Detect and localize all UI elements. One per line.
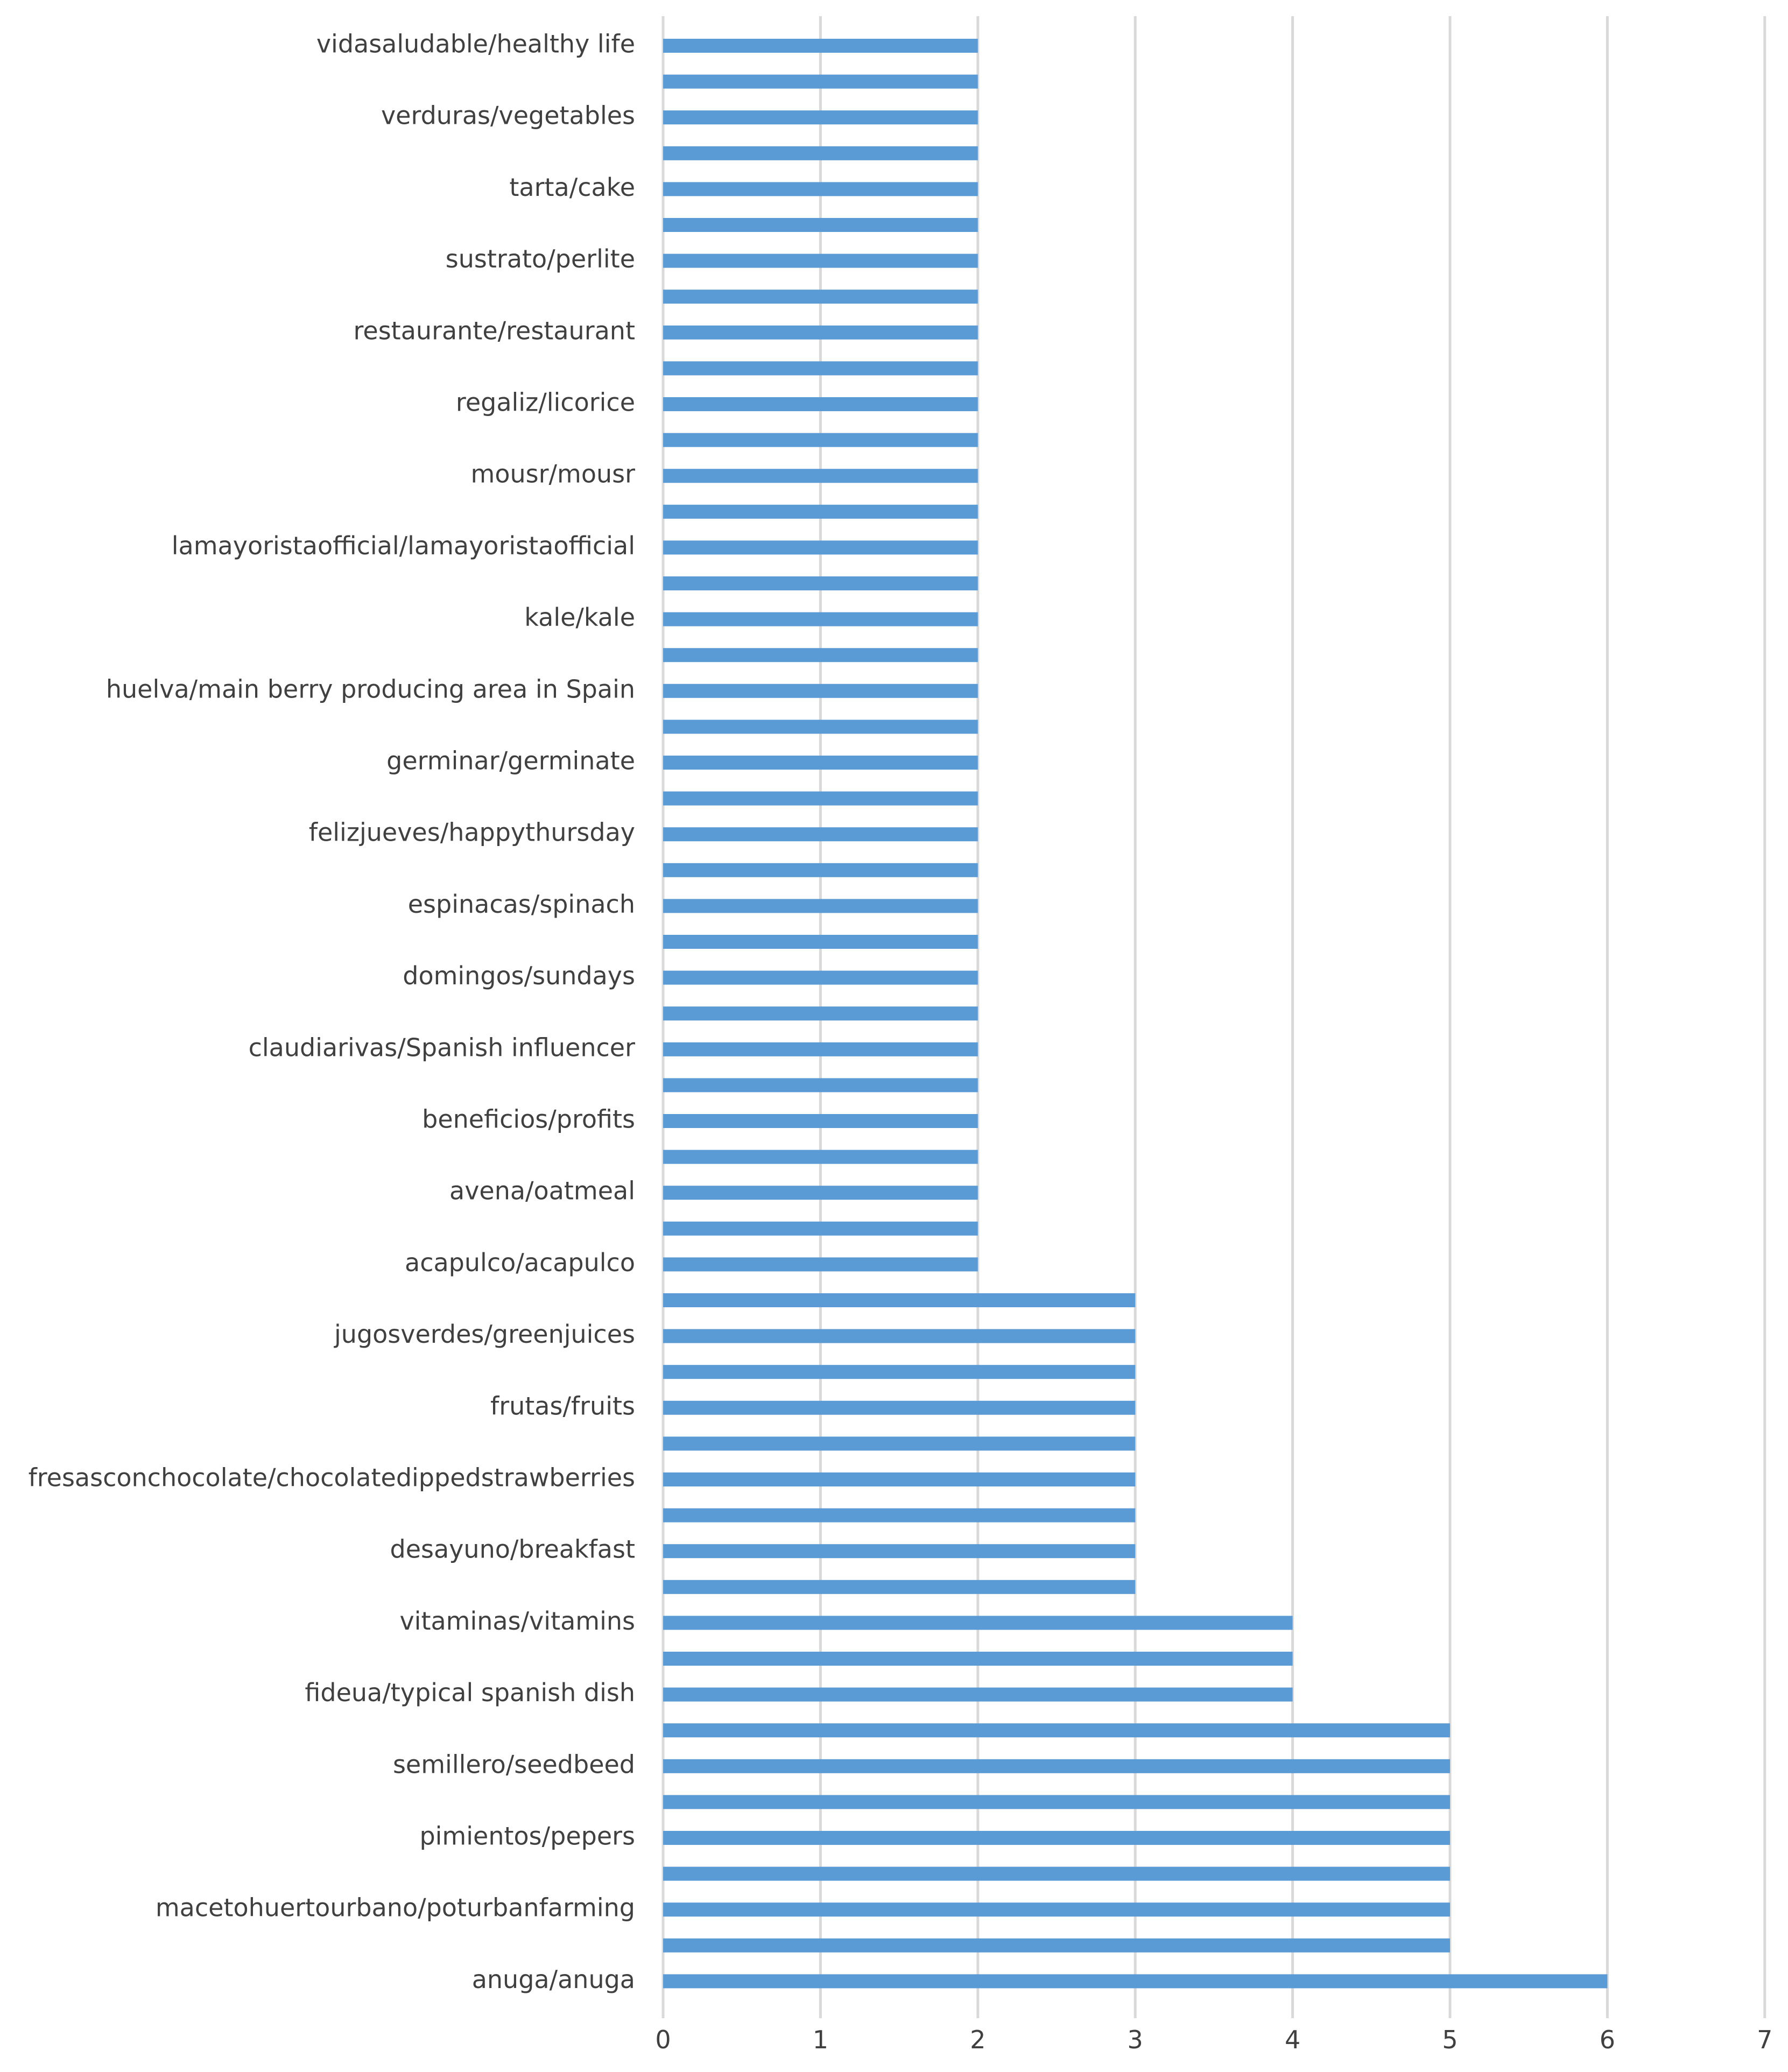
category-label: lamayoristaofficial/lamayoristaofficial xyxy=(172,531,635,560)
bar xyxy=(663,1329,1136,1343)
category-labels: vidasaludable/healthy life verduras/veget… xyxy=(29,30,636,1994)
bars xyxy=(663,39,1608,1989)
bar xyxy=(663,1293,1136,1307)
bar xyxy=(663,1508,1136,1523)
bar xyxy=(663,1938,1450,1953)
x-tick-label: 0 xyxy=(655,2025,671,2054)
bar xyxy=(663,1580,1136,1594)
bar xyxy=(663,1400,1136,1415)
category-label: espinacas/spinach xyxy=(408,890,635,919)
category-label: regaliz/licorice xyxy=(456,388,635,417)
bar xyxy=(663,290,978,304)
x-tick-label: 5 xyxy=(1442,2025,1458,2054)
category-label: beneficios/profits xyxy=(422,1105,635,1134)
bar xyxy=(663,1902,1450,1917)
category-label: avena/oatmeal xyxy=(449,1176,635,1206)
category-label: vitaminas/vitamins xyxy=(399,1606,635,1636)
bar xyxy=(663,182,978,196)
bar xyxy=(663,1974,1608,1989)
category-label: domingos/sundays xyxy=(403,961,635,990)
bar xyxy=(663,791,978,806)
bar xyxy=(663,1257,978,1272)
x-tick-label: 1 xyxy=(813,2025,828,2054)
bar xyxy=(663,39,978,53)
bar xyxy=(663,576,978,590)
bar xyxy=(663,1687,1293,1702)
x-axis-tick-labels: 0 1 2 3 4 5 6 7 xyxy=(655,2025,1772,2054)
category-label: huelva/main berry producing area in Spai… xyxy=(106,674,635,703)
bar xyxy=(663,970,978,985)
bar xyxy=(663,146,978,160)
bar xyxy=(663,863,978,877)
bar xyxy=(663,1616,1293,1630)
bar xyxy=(663,1866,1450,1881)
category-label: claudiarivas/Spanish influencer xyxy=(249,1033,636,1062)
bar xyxy=(663,1795,1450,1809)
bar xyxy=(663,1078,978,1093)
x-tick-label: 7 xyxy=(1757,2025,1772,2054)
category-label: semillero/seedbeed xyxy=(393,1750,635,1779)
category-label: kale/kale xyxy=(524,603,635,632)
bar xyxy=(663,1723,1450,1738)
category-label: macetohuertourbano/poturbanfarming xyxy=(156,1893,635,1922)
bar xyxy=(663,899,978,913)
bar xyxy=(663,110,978,125)
bar xyxy=(663,469,978,483)
x-tick-label: 3 xyxy=(1128,2025,1143,2054)
category-label: pimientos/pepers xyxy=(419,1822,635,1851)
bar xyxy=(663,1759,1450,1773)
category-label: desayuno/breakfast xyxy=(390,1535,635,1564)
category-label: verduras/vegetables xyxy=(381,101,635,130)
category-label: germinar/germinate xyxy=(386,746,635,776)
category-label: felizjueves/happythursday xyxy=(309,818,635,847)
category-label: tarta/cake xyxy=(509,173,635,202)
bar xyxy=(663,1365,1136,1379)
bar xyxy=(663,1186,978,1200)
x-tick-label: 2 xyxy=(970,2025,985,2054)
bar xyxy=(663,1544,1136,1559)
category-label: mousr/mousr xyxy=(471,460,636,489)
bar xyxy=(663,1652,1293,1666)
bar xyxy=(663,612,978,626)
bar xyxy=(663,1831,1450,1845)
bar xyxy=(663,1436,1136,1451)
category-label: fresasconchocolate/chocolatedippedstrawb… xyxy=(29,1463,635,1492)
bar xyxy=(663,1114,978,1128)
category-label: anuga/anuga xyxy=(472,1965,635,1994)
category-label: acapulco/acapulco xyxy=(405,1248,635,1277)
bar xyxy=(663,74,978,89)
bar xyxy=(663,361,978,376)
bar xyxy=(663,935,978,949)
x-tick-label: 4 xyxy=(1285,2025,1300,2054)
bar xyxy=(663,1042,978,1056)
bar xyxy=(663,325,978,340)
bar xyxy=(663,253,978,268)
x-tick-label: 6 xyxy=(1600,2025,1615,2054)
bar xyxy=(663,827,978,842)
bar xyxy=(663,218,978,232)
bar xyxy=(663,1006,978,1021)
bar xyxy=(663,433,978,447)
category-label: frutas/fruits xyxy=(490,1391,635,1420)
bar xyxy=(663,756,978,770)
bar xyxy=(663,648,978,663)
category-label: restaurante/restaurant xyxy=(354,316,635,345)
category-label: sustrato/perlite xyxy=(446,244,635,273)
bar xyxy=(663,397,978,411)
bar xyxy=(663,504,978,519)
bar xyxy=(663,1150,978,1164)
bar xyxy=(663,683,978,698)
bar xyxy=(663,540,978,555)
category-label: fideua/typical spanish dish xyxy=(305,1678,635,1707)
category-label: jugosverdes/greenjuices xyxy=(334,1320,635,1349)
bar xyxy=(663,1221,978,1236)
bar xyxy=(663,720,978,734)
bar xyxy=(663,1472,1136,1486)
category-label: vidasaludable/healthy life xyxy=(316,30,635,59)
